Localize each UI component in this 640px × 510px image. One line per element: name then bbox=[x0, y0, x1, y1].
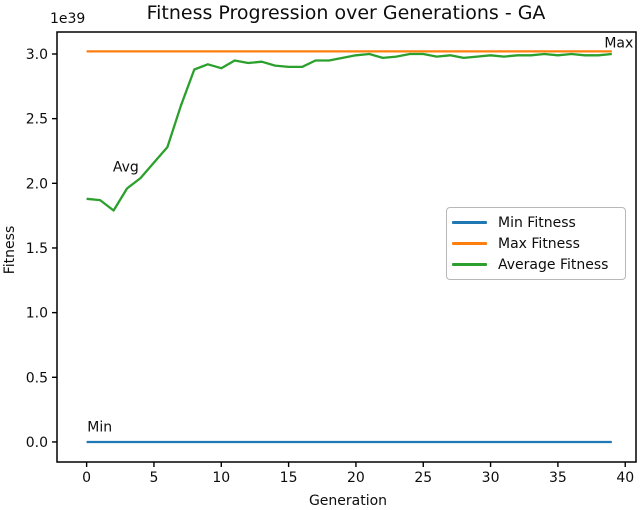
y-tick-label: 2.0 bbox=[26, 176, 48, 192]
y-tick-label: 1.5 bbox=[26, 241, 48, 257]
annotation-min: Min bbox=[87, 420, 112, 436]
x-tick-label: 20 bbox=[347, 470, 365, 486]
y-axis-offset-label: 1e39 bbox=[50, 11, 86, 27]
average-fitness-line-swatch bbox=[452, 263, 487, 266]
legend: Min Fitness Max Fitness Average Fitness bbox=[446, 207, 626, 280]
series-line-average-fitness bbox=[86, 52, 612, 212]
x-tick-label: 10 bbox=[212, 470, 230, 486]
max-fitness-line-swatch bbox=[452, 242, 487, 245]
x-tick-label: 40 bbox=[616, 470, 634, 486]
legend-label: Average Fitness bbox=[498, 256, 609, 273]
legend-label: Max Fitness bbox=[498, 235, 580, 252]
x-tick-label: 25 bbox=[414, 470, 432, 486]
x-axis-label: Generation bbox=[308, 493, 388, 509]
chart-title: Fitness Progression over Generations - G… bbox=[146, 2, 546, 24]
x-tick-label: 35 bbox=[549, 470, 567, 486]
x-tick-label: 15 bbox=[280, 470, 298, 486]
legend-item-max-fitness: Max Fitness bbox=[452, 236, 619, 252]
y-tick-label: 2.5 bbox=[26, 112, 48, 128]
min-fitness-line-swatch bbox=[452, 221, 487, 224]
y-tick-label: 0.0 bbox=[26, 435, 48, 451]
y-tick-label: 0.5 bbox=[26, 370, 48, 386]
legend-label: Min Fitness bbox=[498, 214, 576, 231]
annotation-max: Max bbox=[604, 36, 633, 52]
x-tick-label: 30 bbox=[482, 470, 500, 486]
legend-item-average-fitness: Average Fitness bbox=[452, 257, 619, 273]
y-tick-label: 3.0 bbox=[26, 47, 48, 63]
y-tick-label: 1.0 bbox=[26, 306, 48, 322]
axes-spines bbox=[56, 31, 637, 463]
x-tick-label: 5 bbox=[149, 470, 158, 486]
x-tick-label: 0 bbox=[82, 470, 91, 486]
annotation-avg: Avg bbox=[113, 160, 139, 176]
legend-item-min-fitness: Min Fitness bbox=[452, 215, 619, 231]
